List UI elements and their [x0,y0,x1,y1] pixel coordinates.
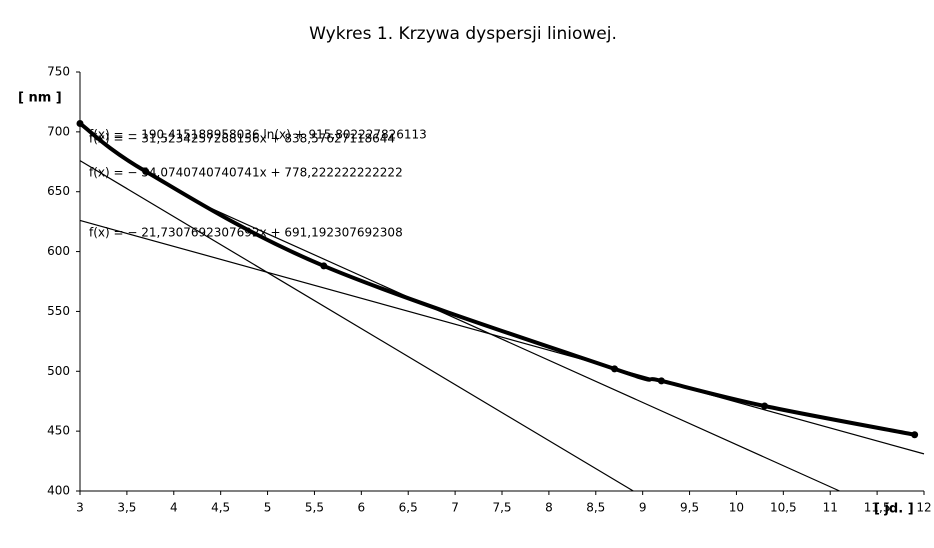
y-tick-label: 450 [47,424,70,438]
x-tick-label: 6 [358,501,366,515]
x-tick-label: 8,5 [586,501,605,515]
trendline-equation: f(x) = − 190,415188958036 ln(x) + 915,80… [89,128,427,142]
y-tick-label: 550 [47,304,70,318]
x-tick-label: 3 [76,501,84,515]
y-tick-label: 750 [47,65,70,79]
x-tick-label: 10,5 [770,501,797,515]
data-point [142,167,150,175]
x-tick-label: 12 [916,501,931,515]
data-point [320,262,328,270]
x-tick-label: 7,5 [492,501,511,515]
trendline-equation: f(x) = − 21,7307692307692x + 691,1923076… [89,226,403,240]
data-point [611,365,619,373]
y-tick-label: 500 [47,364,70,378]
data-point [657,377,665,385]
x-tick-label: 11 [823,501,838,515]
x-tick-label: 8 [545,501,553,515]
trendline-equation: f(x) = − 31,5234257288156x + 838,5762711… [89,132,395,146]
y-tick-label: 650 [47,184,70,198]
y-tick-label: 700 [47,124,70,138]
y-tick-label: 600 [47,244,70,258]
x-tick-label: 11,5 [864,501,891,515]
trendline [211,207,840,492]
data-point [911,431,919,439]
trendline-equation: f(x) = − 54,0740740740741x + 778,2222222… [89,166,403,180]
x-tick-label: 9 [639,501,647,515]
trendline [79,160,634,492]
trendline [79,219,925,455]
data-point [76,119,84,127]
x-tick-label: 4 [170,501,178,515]
x-tick-label: 4,5 [211,501,230,515]
data-point [761,402,769,410]
chart-title: Wykres 1. Krzywa dyspersji liniowej. [309,24,617,44]
x-tick-label: 10 [729,501,744,515]
y-tick-label: 400 [47,484,70,498]
x-axis-label: [ jd. ] [874,502,914,517]
x-tick-label: 5 [264,501,272,515]
x-tick-label: 9,5 [680,501,699,515]
x-tick-label: 7 [451,501,459,515]
y-axis-label: [ nm ] [18,91,62,106]
x-tick-label: 5,5 [305,501,324,515]
x-tick-label: 3,5 [117,501,136,515]
x-tick-label: 6,5 [399,501,418,515]
